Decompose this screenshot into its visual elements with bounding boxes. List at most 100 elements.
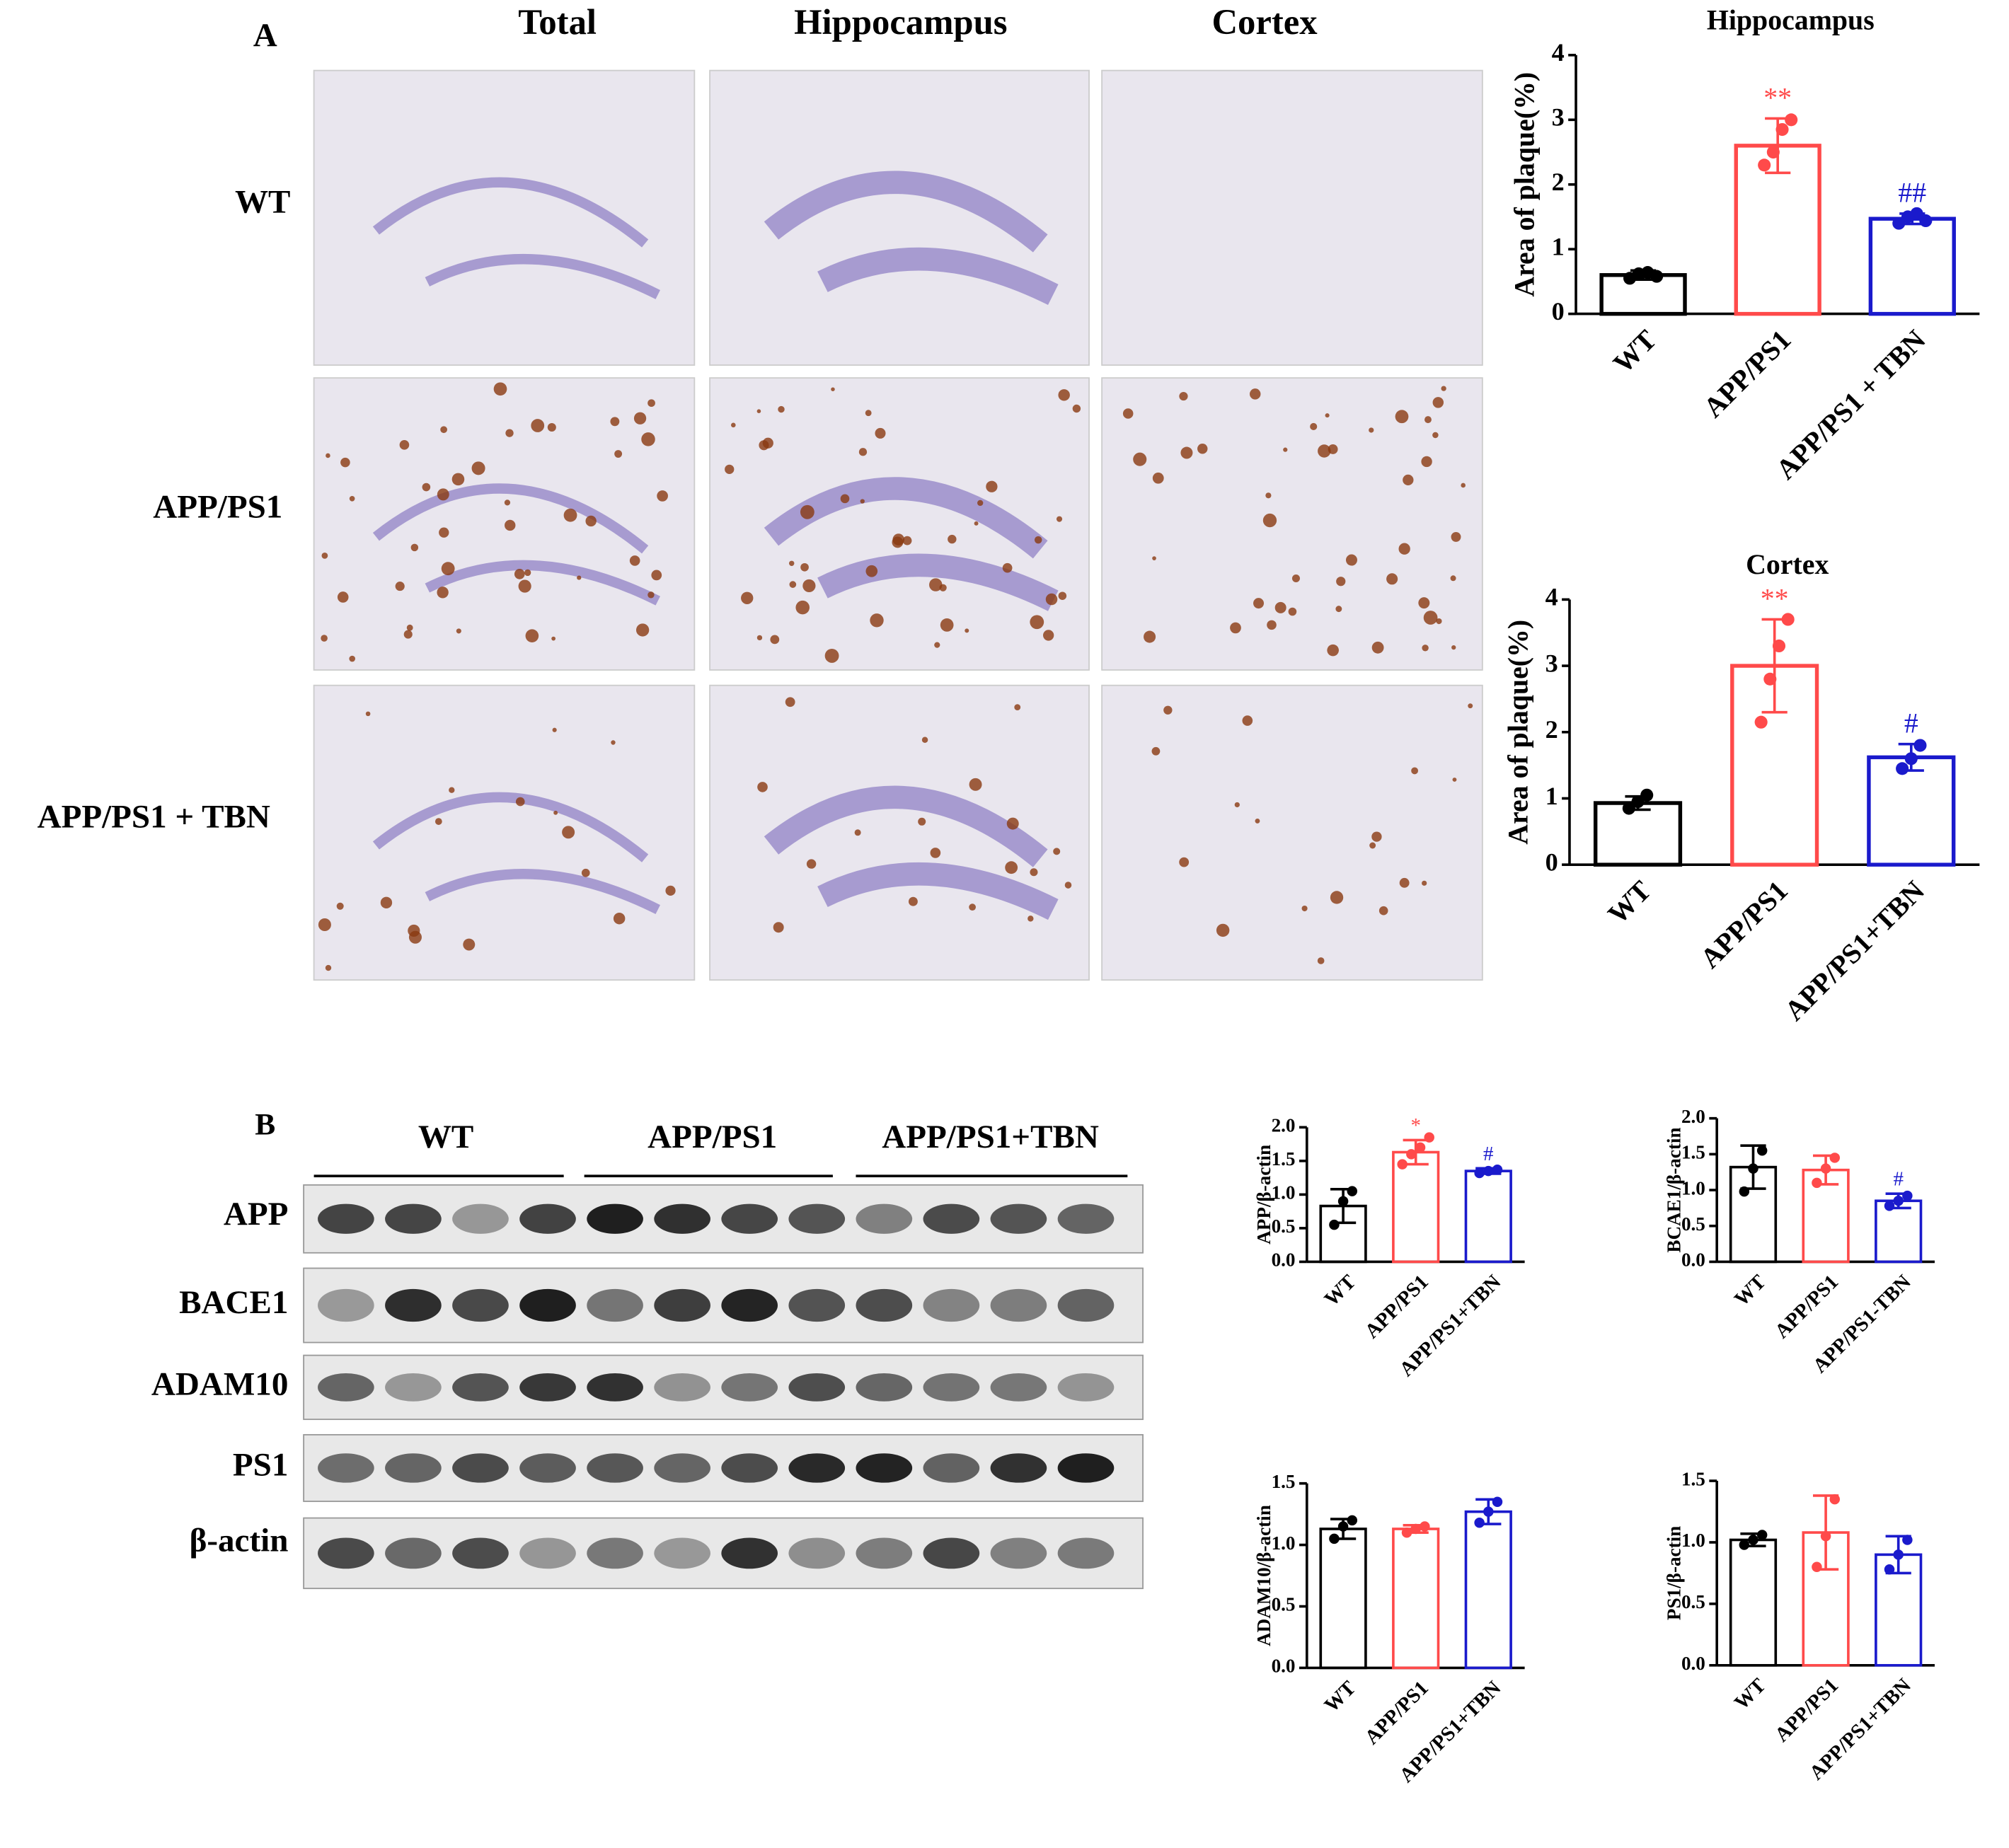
- y-tick-label: 0: [1545, 848, 1558, 876]
- plaque: [665, 885, 676, 896]
- blot-band: [788, 1453, 846, 1483]
- y-tick-label: 1.0: [1681, 1177, 1705, 1199]
- blot-band: [990, 1537, 1047, 1569]
- plaque: [635, 623, 650, 637]
- blot-label: APP: [224, 1196, 288, 1232]
- y-tick-label: 4: [1545, 583, 1558, 611]
- plaque: [1436, 618, 1442, 625]
- plaque: [800, 562, 809, 572]
- plaque: [1452, 778, 1457, 782]
- plaque: [1399, 877, 1410, 888]
- plaque: [340, 457, 350, 468]
- blot-band: [519, 1203, 576, 1234]
- plaque: [1398, 543, 1410, 555]
- blot-band: [856, 1453, 913, 1483]
- plaque: [785, 697, 795, 708]
- plaque: [824, 648, 839, 663]
- y-tick-label: 4: [1552, 38, 1565, 67]
- x-tick-label: WT: [1320, 1271, 1360, 1311]
- plaque: [524, 569, 531, 577]
- bar: [1867, 755, 1956, 867]
- blot-band: [721, 1373, 778, 1402]
- plaque: [1249, 388, 1261, 400]
- plaque: [1378, 906, 1388, 916]
- plaque: [1288, 607, 1297, 616]
- data-point: [1748, 1163, 1758, 1174]
- blot-band: [856, 1373, 913, 1402]
- plaque: [1291, 574, 1300, 582]
- plaque: [1133, 452, 1147, 466]
- plaque: [1386, 573, 1398, 585]
- plaque: [321, 635, 328, 642]
- plaque: [1144, 630, 1156, 643]
- x-tick-label: WT: [1730, 1271, 1771, 1311]
- plaque: [1395, 410, 1409, 424]
- plaque: [918, 817, 926, 826]
- plaque: [1064, 882, 1072, 889]
- blot-group: APP/PS1: [647, 1119, 777, 1155]
- plaque: [410, 543, 419, 552]
- micrograph: [709, 684, 1090, 981]
- blot-band: [654, 1203, 710, 1234]
- plaque: [854, 829, 861, 836]
- data-point: [1420, 1521, 1430, 1532]
- blot-band: [587, 1373, 643, 1402]
- blot-band: [654, 1537, 710, 1569]
- row-label: APP/PS1 + TBN: [38, 799, 270, 836]
- tissue-layer: [372, 483, 649, 554]
- plaque: [902, 536, 912, 545]
- y-tick-label: 0.5: [1681, 1591, 1705, 1612]
- plaque: [759, 440, 769, 451]
- blot-band: [385, 1288, 442, 1322]
- blot-group: WT: [418, 1119, 473, 1155]
- plaque: [1317, 957, 1325, 964]
- plaque: [1450, 575, 1456, 582]
- blot-band: [318, 1288, 374, 1322]
- data-point: [1812, 1177, 1822, 1189]
- plaque: [471, 461, 485, 475]
- tissue-layer: [425, 869, 660, 915]
- plaque: [795, 600, 810, 615]
- plaque: [657, 490, 668, 502]
- plaque: [870, 613, 884, 628]
- significance: #: [1483, 1143, 1493, 1165]
- plaque: [451, 473, 465, 486]
- plaque: [977, 499, 984, 507]
- data-point: [1397, 1159, 1408, 1170]
- blot-band: [654, 1373, 710, 1402]
- plaque: [948, 534, 957, 544]
- data-point: [1913, 739, 1927, 752]
- plaque: [633, 412, 647, 425]
- data-point: [1892, 216, 1906, 230]
- plaque: [325, 964, 332, 971]
- x-tick-label: WT: [1730, 1674, 1771, 1714]
- y-tick-label: 2: [1552, 168, 1565, 196]
- plaque: [1005, 861, 1018, 874]
- plaque: [456, 628, 461, 634]
- data-point: [1910, 207, 1923, 220]
- plaque: [1056, 516, 1063, 522]
- plaque: [365, 711, 371, 717]
- plaque: [969, 903, 976, 911]
- data-point: [1754, 715, 1768, 729]
- plaque: [1006, 817, 1019, 830]
- row-label: APP/PS1: [153, 488, 282, 525]
- plaque: [1230, 622, 1241, 634]
- bar: [1392, 1528, 1440, 1670]
- plaque: [408, 930, 422, 944]
- plaque: [651, 570, 662, 581]
- y-tick-label: 0.0: [1272, 1249, 1296, 1271]
- plaque: [1152, 556, 1156, 560]
- data-point: [1492, 1496, 1503, 1507]
- plaque: [1045, 593, 1058, 606]
- plaque: [326, 453, 330, 458]
- data-point: [1829, 1494, 1841, 1505]
- data-point: [1622, 802, 1635, 815]
- plaque: [865, 410, 872, 417]
- y-axis-title: APP/β-actin: [1253, 1145, 1274, 1244]
- data-point: [1756, 1530, 1768, 1540]
- plaque: [892, 536, 904, 548]
- plaque: [802, 579, 816, 593]
- plaque: [1058, 591, 1067, 600]
- y-tick-label: 3: [1545, 649, 1558, 677]
